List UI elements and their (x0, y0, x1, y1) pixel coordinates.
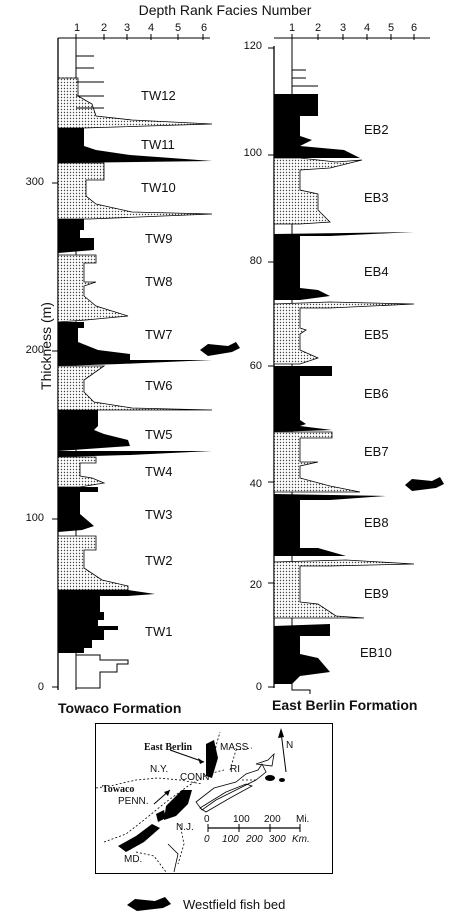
scale-mi-unit: Mi. (296, 814, 310, 825)
eb-facies-1: 1 (289, 22, 296, 34)
unit-label-tw6: TW6 (145, 378, 173, 393)
scale-km-unit: Km. (292, 834, 310, 845)
unit-label-tw8: TW8 (145, 274, 173, 289)
unit-label-eb6: EB6 (364, 386, 389, 401)
scale-km-300: 300 (269, 834, 286, 845)
unit-label-tw2: TW2 (145, 553, 173, 568)
eb-facies-3: 3 (340, 22, 347, 34)
unit-label-tw11: TW11 (141, 137, 175, 152)
eb-facies-6: 6 (411, 22, 418, 34)
map-label-towaco: Towaco (102, 784, 135, 795)
unit-label-eb5: EB5 (364, 327, 389, 342)
unit-label-eb10: EB10 (360, 645, 392, 660)
fish-marker-towaco (200, 342, 240, 356)
towaco-tick-100: 100 (25, 512, 44, 524)
unit-label-tw9: TW9 (145, 231, 173, 246)
towaco-tick-300: 300 (25, 176, 44, 188)
unit-label-eb2: EB2 (364, 122, 389, 137)
towaco-tick-200: 200 (25, 344, 44, 356)
map-label-north: N (286, 740, 294, 751)
location-map: East Berlin MASS N.Y. CONN RI Towaco PEN… (95, 723, 333, 874)
scale-km-200: 200 (246, 834, 263, 845)
eb-tick-100: 100 (243, 147, 262, 159)
eb-tick-0: 0 (255, 681, 262, 693)
map-label-penn: PENN. (118, 796, 149, 807)
scale-mi-100: 100 (233, 814, 250, 825)
unit-label-eb4: EB4 (364, 264, 389, 279)
towaco-facies-6: 6 (201, 22, 208, 34)
eb-tick-60: 60 (249, 360, 262, 372)
towaco-formation-label: Towaco Formation (58, 700, 182, 716)
fish-legend-icon (127, 897, 171, 911)
scale-mi-200: 200 (264, 814, 281, 825)
map-label-md: MD. (124, 854, 143, 865)
unit-label-tw10: TW10 (141, 180, 176, 195)
eb-facies-4: 4 (364, 22, 371, 34)
eastberlin-formation-label: East Berlin Formation (272, 697, 418, 713)
fish-marker-eastberlin (405, 477, 444, 491)
eb-tick-40: 40 (249, 478, 262, 490)
towaco-tick-0: 0 (37, 681, 44, 693)
scale-km-100: 100 (222, 834, 239, 845)
scale-mi-0: 0 (204, 814, 210, 825)
map-label-east-berlin: East Berlin (144, 742, 193, 753)
eastberlin-column (268, 34, 430, 694)
map-drawing (96, 728, 301, 873)
unit-label-tw4: TW4 (145, 464, 173, 479)
unit-label-tw7: TW7 (145, 327, 173, 342)
chart-title: Depth Rank Facies Number (138, 2, 312, 18)
unit-label-eb3: EB3 (364, 190, 389, 205)
towaco-facies-4: 4 (148, 22, 155, 34)
unit-label-eb8: EB8 (364, 515, 389, 530)
map-label-ny: N.Y. (150, 764, 169, 775)
unit-label-tw5: TW5 (145, 427, 173, 442)
unit-label-eb9: EB9 (364, 586, 389, 601)
eb-tick-20: 20 (249, 579, 262, 591)
map-label-ri: RI (230, 764, 240, 775)
towaco-column (52, 34, 213, 690)
towaco-facies-5: 5 (175, 22, 182, 34)
eb-facies-5: 5 (388, 22, 395, 34)
unit-label-tw1: TW1 (145, 624, 173, 639)
scale-km-0: 0 (204, 834, 210, 845)
towaco-facies-1: 1 (74, 22, 81, 34)
stratigraphic-columns (52, 34, 444, 694)
map-label-conn: CONN (180, 772, 210, 783)
legend-label: Westfield fish bed (183, 897, 286, 912)
unit-label-tw3: TW3 (145, 507, 173, 522)
map-label-mass: MASS (220, 742, 249, 753)
eb-tick-120: 120 (243, 40, 262, 52)
towaco-facies-3: 3 (124, 22, 131, 34)
towaco-facies-2: 2 (101, 22, 108, 34)
eb-facies-2: 2 (315, 22, 322, 34)
unit-label-tw12: TW12 (141, 88, 176, 103)
map-label-nj: N.J. (176, 822, 194, 833)
eb-tick-80: 80 (249, 255, 262, 267)
unit-label-eb7: EB7 (364, 444, 389, 459)
